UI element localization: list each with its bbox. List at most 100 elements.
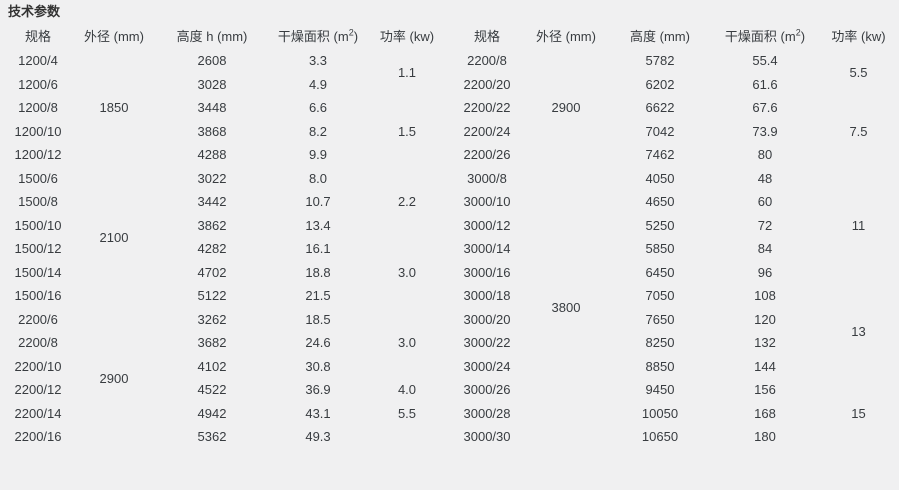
technical-parameters-section: 技术参数 规格 外径 (mm) 高度 h (mm) 干燥面积 (m2) 功率 (kw) …: [0, 4, 899, 449]
table-cell: 2900: [99, 370, 129, 386]
column-header: 功率 (kw): [831, 29, 886, 44]
table-cell: 21.5: [305, 288, 331, 304]
table-cell: 168: [754, 405, 776, 421]
table-cell: 72: [757, 217, 773, 233]
table-cell: 3028: [197, 76, 227, 92]
table-cell: 2608: [197, 53, 227, 69]
table-cell: 2200/12: [14, 382, 62, 398]
table-row: 1500/12 4282 16.1 3.0: [0, 237, 450, 280]
table-cell: 1500/12: [14, 241, 62, 257]
table-row: 2200/16 5362 49.3: [0, 425, 450, 449]
table-cell: 5362: [197, 429, 227, 445]
table-cell: 5250: [645, 217, 675, 233]
table-row: 3000/12 5250 72: [450, 214, 899, 238]
table-cell: 4.0: [397, 382, 417, 398]
table-cell: 1500/14: [14, 264, 62, 280]
table-cell: 3000/20: [463, 311, 511, 327]
table-row: 2200/6 2900 3262 18.5 3.0: [0, 308, 450, 386]
table-cell: 1850: [99, 100, 129, 116]
table-cell: 48: [757, 170, 773, 186]
table-cell: 3262: [197, 311, 227, 327]
table-row: 1200/10 3868 8.2: [0, 120, 450, 144]
table-cell: 4650: [645, 194, 675, 210]
table-cell: 18.8: [305, 264, 331, 280]
table-row: 3000/8 3800 4050 48 11: [450, 167, 899, 315]
table-cell: 4050: [645, 170, 675, 186]
table-cell: 11: [851, 217, 866, 233]
table-cell: 4288: [197, 147, 227, 163]
column-header: 干燥面积 (m2): [724, 27, 806, 44]
table-cell: [364, 425, 450, 449]
table-row: 3000/10 4650 60: [450, 190, 899, 214]
header-row: 规格 外径 (mm) 高度 (mm) 干燥面积 (m2) 功率 (kw): [450, 22, 899, 49]
table-cell: 4522: [197, 382, 227, 398]
column-header: 规格: [473, 29, 500, 44]
table-cell: 2200/10: [14, 358, 62, 374]
column-header: 规格: [24, 29, 51, 44]
table-cell: 49.3: [305, 429, 331, 445]
table-row: 1500/16 5122 21.5: [0, 284, 450, 308]
table-cell: 3442: [197, 194, 227, 210]
table-row: 3000/26 9450 156 15: [450, 378, 899, 421]
table-cell: 36.9: [305, 382, 331, 398]
table-cell: 5.5: [849, 65, 868, 80]
table-cell: 3862: [197, 217, 227, 233]
table-cell: 7042: [645, 123, 675, 139]
table-row: 2200/14 4942 43.1 5.5: [0, 402, 450, 426]
header-row: 规格 外径 (mm) 高度 h (mm) 干燥面积 (m2) 功率 (kw): [0, 22, 450, 49]
table-cell: 5850: [645, 241, 675, 257]
table-cell: 2200/16: [14, 429, 62, 445]
table-row: 2200/8 3682 24.6: [0, 331, 450, 355]
table-row: 1200/12 4288 9.9: [0, 143, 450, 167]
table-cell: 13.4: [305, 217, 331, 233]
table-cell: 2200/24: [463, 123, 511, 139]
table-cell: 1500/8: [18, 194, 58, 210]
table-row: 3000/16 6450 96: [450, 261, 899, 285]
table-cell: 2200/26: [463, 147, 511, 163]
table-cell: 1200/4: [18, 53, 58, 69]
table-cell: 144: [754, 358, 776, 374]
table-cell: 2200/22: [463, 100, 511, 116]
table-cell: 5782: [645, 53, 675, 69]
table-cell: 43.1: [305, 405, 331, 421]
table-cell: 4102: [197, 358, 227, 374]
table-row: 1500/6 2100 3022 8.0 2.2: [0, 167, 450, 245]
table-cell: 120: [754, 311, 776, 327]
spec-tables-container: 规格 外径 (mm) 高度 h (mm) 干燥面积 (m2) 功率 (kw) 1200/…: [0, 22, 899, 449]
table-cell: 15: [851, 405, 866, 421]
table-row: 1500/14 4702 18.8: [0, 261, 450, 285]
superscript: 2: [348, 27, 354, 38]
table-cell: 2100: [99, 229, 129, 245]
table-cell: 30.8: [305, 358, 331, 374]
table-cell: 16.1: [305, 241, 331, 257]
table-cell: 4702: [197, 264, 227, 280]
page-title: 技术参数: [8, 4, 61, 19]
table-row: 1200/8 3448 6.6 1.5: [0, 96, 450, 139]
table-cell: 1500/16: [14, 288, 62, 304]
table-cell: 3682: [197, 335, 227, 351]
table-cell: 6202: [645, 76, 675, 92]
table-cell: 3000/24: [463, 358, 511, 374]
table-cell: 1200/10: [14, 123, 62, 139]
table-cell: 3000/10: [463, 194, 511, 210]
table-cell: 3000/22: [463, 335, 511, 351]
column-header: 高度 h (mm): [176, 29, 248, 44]
table-cell: 3868: [197, 123, 227, 139]
table-cell: 180: [754, 429, 776, 445]
table-cell: 6450: [645, 264, 675, 280]
table-cell: 7650: [645, 311, 675, 327]
table-cell: 24.6: [305, 335, 331, 351]
table-row: 3000/24 8850 144: [450, 355, 899, 379]
table-cell: 1.5: [397, 123, 417, 139]
table-row: 2200/8 2900 5782 55.4 5.5: [450, 49, 899, 115]
table-cell: 4.9: [308, 76, 328, 92]
table-row: 3000/22 8250 132: [450, 331, 899, 355]
table-cell: 5.5: [397, 405, 417, 421]
table-cell: 3448: [197, 100, 227, 116]
table-cell: 3.0: [397, 264, 417, 280]
table-cell: 7050: [645, 288, 675, 304]
column-header: 干燥面积 (m2): [277, 27, 359, 44]
table-cell: 2.2: [397, 194, 417, 210]
table-cell: 13: [851, 323, 866, 339]
table-row: 2200/10 4102 30.8: [0, 355, 450, 379]
